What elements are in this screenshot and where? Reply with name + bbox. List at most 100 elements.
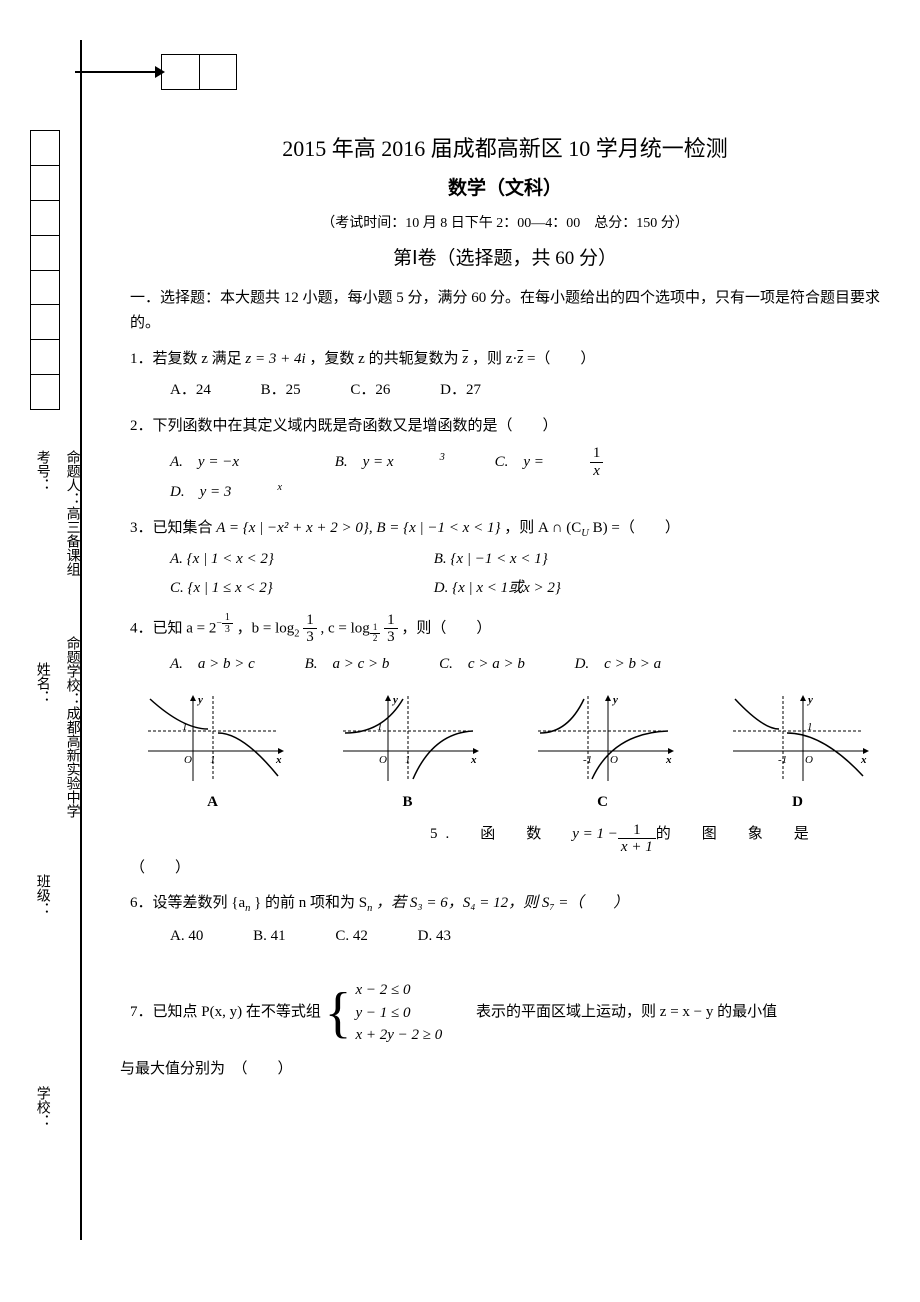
svg-text:y: y — [611, 694, 618, 706]
q4-mid: ，b = log — [237, 620, 295, 636]
graph-b: 1 1 O x y B — [325, 691, 490, 816]
q3-opt-b: B. {x | −1 < x < 1} — [434, 547, 694, 573]
q4-b-frac: 13 — [303, 612, 317, 646]
exam-meta: （考试时间：10 月 8 日下午 2：00—4：00 总分：150 分） — [130, 212, 880, 236]
svg-text:1: 1 — [210, 754, 216, 766]
graph-c-label: C — [520, 790, 685, 816]
top-marker — [75, 52, 245, 92]
q1-zbar1: z — [462, 351, 468, 367]
q1-opt-d: D．27 — [440, 378, 481, 404]
side-id-label: 考号： — [30, 450, 54, 492]
q3-sub: U — [581, 528, 589, 539]
section-instruction: 一．选择题：本大题共 12 小题，每小题 5 分，满分 60 分。在每小题给出的… — [130, 286, 880, 337]
q1-math: z = 3 + 4i — [245, 351, 305, 367]
q1-opt-a: A．24 — [170, 378, 211, 404]
question-3: 3．已知集合 A = {x | −x² + x + 2 > 0}, B = {x… — [130, 516, 880, 602]
q1-options: A．24 B．25 C．26 D．27 — [170, 378, 880, 404]
graph-b-label: B — [325, 790, 490, 816]
q4-end: ，则（ ） — [401, 620, 491, 636]
q1-stem-mid: ，复数 z 的共轭复数为 — [309, 351, 458, 367]
q1-stem-tail: ，则 z· — [472, 351, 517, 367]
question-7: 7．已知点 P(x, y) 在不等式组 { x − 2 ≤ 0 y − 1 ≤ … — [130, 979, 880, 1047]
q1-stem-end: =（ ） — [527, 351, 595, 367]
q4-c-base: 12 — [370, 628, 381, 639]
small-boxes — [161, 54, 237, 90]
graph-a: 1 1 O x y A — [130, 691, 295, 816]
q6-opt-b: B. 41 — [253, 924, 286, 950]
graph-d: 1 -1 O x y D — [715, 691, 880, 816]
side-school-info: 命题学校：成都高新实验中学 — [60, 636, 84, 818]
side-name-label: 姓名： — [30, 662, 54, 704]
side-class-label: 班级： — [30, 874, 54, 916]
graph-c: -1 O x y C — [520, 691, 685, 816]
q4-opt-c: C. c > a > b — [439, 652, 525, 678]
section-title: 第Ⅰ卷（选择题，共 60 分） — [130, 243, 880, 275]
q4-opt-d: D. c > b > a — [575, 652, 662, 678]
q5-graphs: 1 1 O x y A 1 1 O x y B — [130, 691, 880, 816]
q6-prefix: 6．设等差数列 {a — [130, 895, 245, 911]
svg-text:x: x — [470, 754, 477, 766]
q2-opt-c: C. y = 1x — [495, 445, 696, 479]
q4-options: A. a > b > c B. a > c > b C. c > a > b D… — [170, 652, 880, 678]
q6-options: A. 40 B. 41 C. 42 D. 43 — [170, 924, 880, 950]
svg-text:y: y — [391, 694, 398, 706]
question-6: 6．设等差数列 {an } 的前 n 项和为 Sn ，若 S₃ = 6，S₄ =… — [130, 891, 880, 949]
q6-cond: ，若 S₃ = 6，S₄ = 12，则 S₇ =（ ） — [376, 895, 628, 911]
side-column: 考号： 姓名： 班级： 学校： 命题人：高三备课组 命题学校：成都高新实验中学 — [30, 130, 90, 1230]
q4-c-frac: 13 — [384, 612, 398, 646]
question-2: 2．下列函数中在其定义域内既是奇函数又是增函数的是（ ） A. y = −x B… — [130, 414, 880, 506]
q2-opt-d: D. y = 3x — [170, 479, 282, 506]
q2-opt-b: B. y = x3 — [335, 449, 445, 476]
q3-end: B) =（ ） — [593, 520, 680, 536]
svg-text:-1: -1 — [583, 754, 592, 766]
q6-mid: } 的前 n 项和为 S — [254, 895, 367, 911]
q5-stem: 5. 函 数 y = 1 − 1x + 1 的 图 象 是 — [430, 822, 880, 856]
q2-options: A. y = −x B. y = x3 C. y = 1x D. y = 3x — [170, 445, 880, 506]
svg-text:x: x — [275, 754, 282, 766]
question-4: 4．已知 a = 2−13 ，b = log2 13 , c = log12 1… — [130, 612, 880, 678]
q3-opt-a: A. {x | 1 < x < 2} — [170, 547, 430, 573]
q1-opt-c: C．26 — [350, 378, 390, 404]
q3-sets: A = {x | −x² + x + 2 > 0}, B = {x | −1 <… — [216, 520, 500, 536]
q7-prefix: 7．已知点 P(x, y) 在不等式组 — [130, 1005, 321, 1021]
q4-opt-b: B. a > c > b — [305, 652, 390, 678]
svg-text:O: O — [184, 754, 192, 766]
svg-text:O: O — [805, 754, 813, 766]
q3-opt-c: C. {x | 1 ≤ x < 2} — [170, 576, 430, 602]
q7-tail: 表示的平面区域上运动，则 z = x − y 的最小值 — [446, 1005, 777, 1021]
vertical-labels: 考号： 姓名： 班级： 学校： 命题人：高三备课组 命题学校：成都高新实验中学 — [30, 450, 90, 1250]
q4-exp: −13 — [216, 618, 233, 629]
q1-zbar2: z — [517, 351, 523, 367]
q3-tail: ，则 A ∩ (C — [504, 520, 581, 536]
q4-prefix: 4．已知 a = 2 — [130, 620, 216, 636]
question-1: 1．若复数 z 满足 z = 3 + 4i ，复数 z 的共轭复数为 z ，则 … — [130, 347, 880, 404]
q2-stem: 2．下列函数中在其定义域内既是奇函数又是增函数的是（ ） — [130, 414, 880, 440]
q4-c: , c = log — [321, 620, 370, 636]
svg-text:x: x — [860, 754, 867, 766]
q5-paren: （ ） — [130, 856, 880, 882]
q3-opt-d: D. {x | x < 1或x > 2} — [434, 576, 694, 602]
q1-stem-prefix: 1．若复数 z 满足 — [130, 351, 242, 367]
svg-text:-1: -1 — [778, 754, 787, 766]
q7-system: { x − 2 ≤ 0 y − 1 ≤ 0 x + 2y − 2 ≥ 0 — [325, 979, 443, 1047]
svg-text:y: y — [806, 694, 813, 706]
side-author-label: 命题人：高三备课组 — [60, 450, 84, 576]
side-id-boxes — [30, 130, 60, 410]
graph-d-label: D — [715, 790, 880, 816]
q7-tail2: 与最大值分别为 （ ） — [120, 1057, 880, 1083]
q1-opt-b: B．25 — [261, 378, 301, 404]
q3-options: A. {x | 1 < x < 2} B. {x | −1 < x < 1} C… — [170, 547, 880, 602]
arrow-line — [75, 71, 155, 73]
q6-opt-a: A. 40 — [170, 924, 203, 950]
q6-opt-d: D. 43 — [418, 924, 451, 950]
page-subtitle: 数学（文科） — [130, 173, 880, 205]
svg-text:O: O — [610, 754, 618, 766]
svg-text:y: y — [196, 694, 203, 706]
page-title: 2015 年高 2016 届成都高新区 10 学月统一检测 — [130, 130, 880, 167]
side-school-label: 学校： — [30, 1086, 54, 1128]
svg-text:O: O — [379, 754, 387, 766]
svg-text:1: 1 — [182, 721, 188, 733]
content: 2015 年高 2016 届成都高新区 10 学月统一检测 数学（文科） （考试… — [130, 0, 880, 1082]
q6-opt-c: C. 42 — [335, 924, 368, 950]
q2-opt-a: A. y = −x — [170, 450, 285, 476]
